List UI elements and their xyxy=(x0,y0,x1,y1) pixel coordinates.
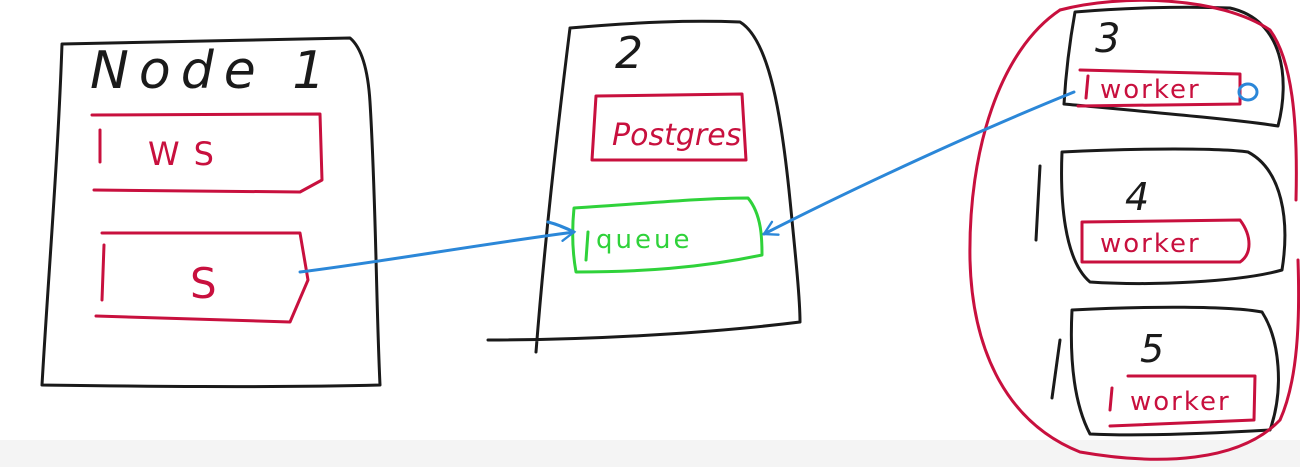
ws-component: WS xyxy=(90,112,324,194)
ws-label: WS xyxy=(148,135,228,173)
s-component: S xyxy=(94,231,310,324)
node-5-worker-box xyxy=(1108,374,1257,428)
node-3-worker-label: worker xyxy=(1100,75,1201,105)
queue-component: queue xyxy=(571,196,764,274)
node-2-box xyxy=(486,19,802,354)
postgres-component: Postgres xyxy=(590,92,748,162)
node-3-box xyxy=(1062,5,1285,128)
arrow-worker-to-queue xyxy=(761,90,1076,236)
node-5-worker-label: worker xyxy=(1130,387,1231,417)
node-3-title: 3 xyxy=(1095,16,1120,62)
queue-label: queue xyxy=(596,225,692,255)
node-4-box xyxy=(1060,147,1287,285)
node-5-title: 5 xyxy=(1140,327,1164,371)
s-box xyxy=(94,231,310,324)
node-3-worker-highlight xyxy=(1237,82,1259,102)
arrow-queue-ingress-mark xyxy=(546,220,576,234)
node-1: Node 1 WS S xyxy=(40,36,382,389)
ws-box xyxy=(90,112,324,194)
node-4-title: 4 xyxy=(1125,175,1149,219)
queue-box xyxy=(571,196,764,274)
postgres-label: Postgres xyxy=(612,118,741,153)
postgres-box xyxy=(590,92,748,162)
s-label: S xyxy=(190,259,217,308)
node-4-worker: worker xyxy=(1080,218,1251,264)
worker-group-circle xyxy=(968,8,1300,461)
node-2: 2 Postgres queue xyxy=(486,19,802,354)
node-4-worker-box xyxy=(1080,218,1251,264)
node-4-left-mark xyxy=(1034,164,1042,242)
node-1-box xyxy=(40,36,382,389)
node-5-worker: worker xyxy=(1108,374,1257,428)
arrow-s-to-queue xyxy=(298,225,577,274)
worker-group-circle-top xyxy=(1058,0,1298,202)
node-3-worker: worker xyxy=(1076,68,1259,108)
node-4-worker-label: worker xyxy=(1100,229,1201,259)
node-2-title: 2 xyxy=(615,28,643,79)
node-1-title: Node 1 xyxy=(90,41,335,101)
node-5-left-mark xyxy=(1050,338,1062,400)
node-5: 5 worker xyxy=(1050,305,1280,437)
node-4: 4 worker xyxy=(1034,147,1287,285)
queue-left-mark xyxy=(584,230,590,262)
node-3: 3 worker xyxy=(1062,5,1285,128)
